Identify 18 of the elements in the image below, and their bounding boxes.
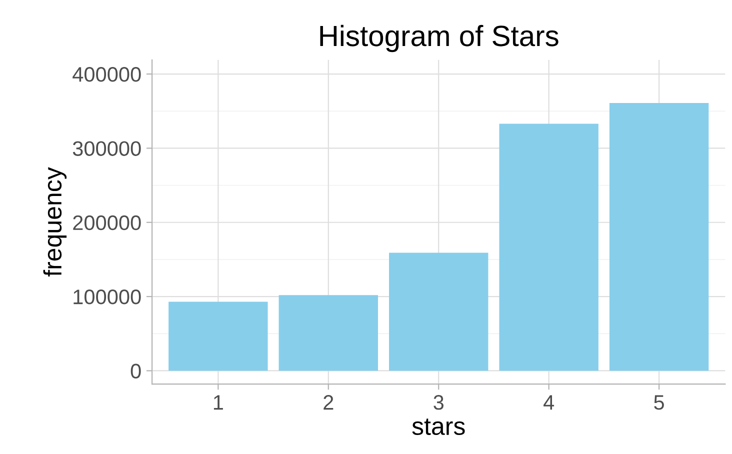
bar xyxy=(168,302,268,371)
bar xyxy=(609,102,709,371)
bar xyxy=(389,252,488,371)
x-tick-label: 4 xyxy=(544,395,554,410)
bar xyxy=(499,124,598,371)
x-tick-label: 5 xyxy=(654,395,664,410)
y-tick-label: 0 xyxy=(130,364,141,378)
y-tick-label: 300000 xyxy=(72,141,141,156)
y-tick-label: 400000 xyxy=(72,67,141,82)
x-tick-label: 3 xyxy=(434,395,444,410)
chart-title: Histogram of Stars xyxy=(320,24,558,52)
x-tick-label: 1 xyxy=(214,395,223,410)
x-tick-label: 2 xyxy=(324,395,334,410)
bar xyxy=(278,295,378,371)
y-tick-label: 200000 xyxy=(73,215,141,230)
x-axis-title: stars xyxy=(412,418,465,436)
y-tick-label: 100000 xyxy=(74,290,141,304)
y-axis-title: frequency xyxy=(43,167,67,277)
